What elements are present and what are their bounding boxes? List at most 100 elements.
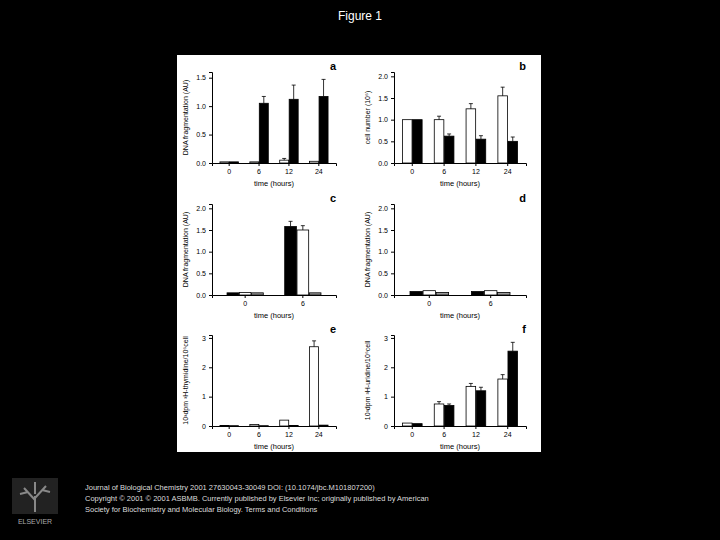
tick-mark <box>259 426 260 429</box>
error-cap <box>511 342 515 343</box>
logo-tree <box>20 482 50 512</box>
tick-label: 3 <box>384 335 388 342</box>
error-line <box>263 96 264 103</box>
error-cap <box>289 221 293 222</box>
error-cap <box>282 158 286 159</box>
error-line <box>302 226 303 230</box>
tick-label: 2 <box>202 364 206 371</box>
error-bar <box>479 136 483 139</box>
tick: 0.5 <box>378 270 394 277</box>
tick-label: 12 <box>472 431 480 438</box>
error-cap <box>479 135 483 136</box>
bar <box>310 161 319 163</box>
bar <box>466 386 476 426</box>
error-cap <box>447 403 451 404</box>
error-cap <box>437 116 441 117</box>
tick: 3 <box>384 335 394 342</box>
axis-line <box>395 427 527 430</box>
tick-mark <box>209 273 212 274</box>
y-axis-title: cell number (10⁶) <box>364 91 372 144</box>
error-line <box>293 85 294 99</box>
tick: 0 <box>227 163 231 175</box>
tick: 1.5 <box>378 227 394 234</box>
tick: 6 <box>257 426 261 438</box>
bar <box>259 103 268 163</box>
tick-label: 24 <box>315 168 323 175</box>
tick: 24 <box>315 163 323 175</box>
figure: Figure 10.00.51.01.5061224time (hours)DN… <box>0 0 720 540</box>
error-bar <box>282 158 286 160</box>
error-cap <box>437 401 441 402</box>
tick-mark <box>412 163 413 166</box>
error-cap <box>262 96 266 97</box>
bar <box>413 424 423 426</box>
tick-label: 0 <box>384 423 388 430</box>
tick: 0 <box>202 423 212 430</box>
figure-panel <box>177 55 541 452</box>
error-cap <box>501 374 505 375</box>
bars <box>402 342 517 426</box>
tick: 1.0 <box>196 103 212 110</box>
x-axis: 061224 <box>395 426 527 438</box>
error-bar <box>511 342 515 351</box>
tick-mark <box>444 163 445 166</box>
error-bar <box>289 221 293 226</box>
tick-mark <box>391 367 394 368</box>
tick: 0.0 <box>378 292 394 299</box>
tick: 2.0 <box>378 205 394 212</box>
tick: 24 <box>504 426 512 438</box>
bar <box>498 379 508 426</box>
tick-label: 0.0 <box>378 160 388 167</box>
tick-label: 0.5 <box>378 270 388 277</box>
tick: 3 <box>202 335 212 342</box>
error-line <box>290 221 291 226</box>
tick-label: 3 <box>202 335 206 342</box>
tick: 2 <box>202 364 212 371</box>
tick-mark <box>391 141 394 142</box>
error-line <box>480 136 481 139</box>
error-line <box>314 341 315 347</box>
bar <box>402 120 412 163</box>
bar <box>319 96 328 163</box>
tick-label: 1 <box>202 393 206 400</box>
panel-label: f <box>522 323 526 335</box>
panel-label: d <box>519 192 526 204</box>
bar <box>220 425 229 426</box>
bar <box>466 109 476 163</box>
bar <box>498 96 508 163</box>
tick-label: 2.0 <box>378 205 388 212</box>
error-bar <box>501 375 505 379</box>
tick-mark <box>209 78 212 79</box>
bar <box>508 141 518 163</box>
tick-mark <box>209 397 212 398</box>
x-axis: 061224 <box>395 163 527 175</box>
bar <box>280 420 289 426</box>
bar <box>252 293 264 295</box>
tick-mark <box>444 426 445 429</box>
error-line <box>502 87 503 96</box>
y-axis: 0.00.51.01.52.0 <box>378 73 394 167</box>
x-axis-title: time (hours) <box>440 179 481 188</box>
tick-label: 0 <box>243 300 247 307</box>
tick-label: 0.0 <box>378 292 388 299</box>
x-axis-title: time (hours) <box>440 311 481 320</box>
bar <box>220 162 229 163</box>
tick-label: 1 <box>384 393 388 400</box>
tick-mark <box>391 163 394 164</box>
subplot: 0.00.51.01.52.006time (hours)DNA fragmen… <box>182 192 337 320</box>
tick-mark <box>391 76 394 77</box>
tick-mark <box>209 208 212 209</box>
y-axis: 0.00.51.01.5 <box>196 73 212 167</box>
axis-line <box>213 296 337 299</box>
y-axis: 0 1 2 3 <box>202 335 212 430</box>
error-cap <box>469 103 473 104</box>
bar <box>250 425 259 426</box>
axis-line <box>209 73 213 164</box>
bar <box>410 292 422 295</box>
error-cap <box>322 79 326 80</box>
tick-label: 2.0 <box>378 73 388 80</box>
tick-label: 1.0 <box>196 103 206 110</box>
bar <box>434 404 444 426</box>
error-cap <box>479 387 483 388</box>
tick: 0 <box>243 295 247 307</box>
